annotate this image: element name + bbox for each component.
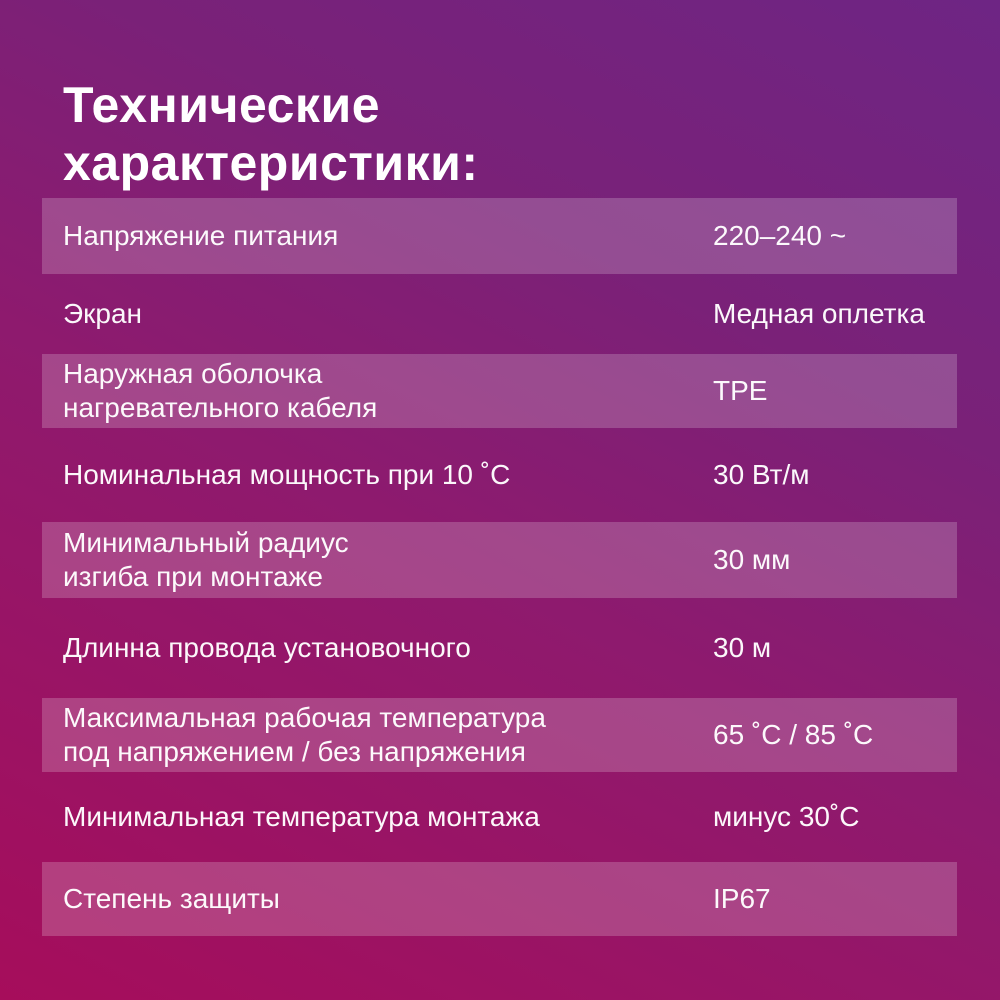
table-row: Минимальная температура монтажа минус 30… xyxy=(42,772,957,862)
spec-label: Степень защиты xyxy=(63,883,280,914)
spec-value: Медная оплетка xyxy=(713,298,925,329)
spec-value: 220–240 ~ xyxy=(713,220,847,251)
table-row: Длинна провода установочного 30 м xyxy=(42,598,957,698)
spec-label: Наружная оболочка нагревательного кабеля xyxy=(63,358,378,423)
spec-label: Минимальный радиус изгиба при монтаже xyxy=(63,527,349,592)
spec-value: 30 Вт/м xyxy=(713,459,810,490)
spec-label: Максимальная рабочая температура под нап… xyxy=(63,702,546,767)
table-row: Максимальная рабочая температура под нап… xyxy=(42,698,957,772)
spec-value: 30 м xyxy=(713,632,772,663)
spec-label: Напряжение питания xyxy=(63,220,339,251)
spec-value: IP67 xyxy=(713,883,771,914)
table-row: Экран Медная оплетка xyxy=(42,274,957,354)
spec-label: Номинальная мощность при 10 ˚С xyxy=(63,459,511,490)
table-row: Напряжение питания 220–240 ~ xyxy=(42,198,957,274)
page-title: Технические характеристики: xyxy=(63,76,479,191)
spec-value: TPE xyxy=(713,375,768,406)
spec-label: Длинна провода установочного xyxy=(63,632,471,663)
table-row: Наружная оболочка нагревательного кабеля… xyxy=(42,354,957,428)
spec-value: 65 ˚С / 85 ˚С xyxy=(713,719,874,750)
table-row: Номинальная мощность при 10 ˚С 30 Вт/м xyxy=(42,428,957,522)
spec-label: Экран xyxy=(63,298,142,329)
table-row: Минимальный радиус изгиба при монтаже 30… xyxy=(42,522,957,598)
spec-label: Минимальная температура монтажа xyxy=(63,801,540,832)
spec-value: минус 30˚С xyxy=(713,801,860,832)
spec-value: 30 мм xyxy=(713,544,791,575)
specs-table: Напряжение питания 220–240 ~ Экран Медна… xyxy=(42,198,957,936)
table-row: Степень защиты IP67 xyxy=(42,862,957,936)
